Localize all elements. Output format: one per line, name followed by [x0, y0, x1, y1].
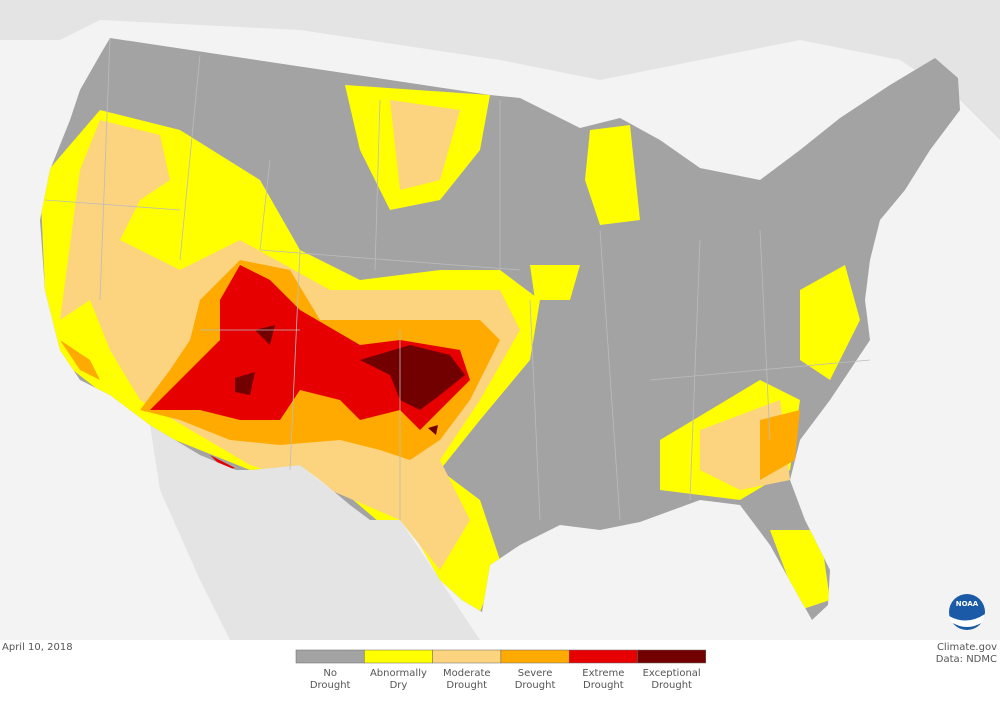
state-borders [44, 37, 871, 521]
legend-label: Extreme [582, 668, 624, 679]
legend-label: Exceptional [643, 668, 701, 679]
legend-swatch [568, 649, 638, 664]
legend-swatch [637, 649, 707, 664]
source-credit: Climate.gov [937, 642, 997, 653]
legend-label: Drought [583, 680, 624, 691]
mexico [150, 425, 480, 640]
data-credit: Data: NDMC [936, 654, 997, 665]
date: April 10, 2018 [2, 642, 73, 653]
legend-label: Drought [446, 680, 487, 691]
legend-swatch [295, 649, 365, 664]
noaa-logo-wave [949, 614, 985, 627]
legend-swatch [364, 649, 433, 664]
legend-label: Dry [390, 680, 408, 691]
legend-swatch [500, 649, 570, 664]
legend-label: Drought [310, 680, 351, 691]
legend-swatch [432, 649, 502, 664]
legend-label: Drought [651, 680, 692, 691]
canada [0, 0, 1000, 140]
legend-label: Moderate [443, 668, 491, 679]
drought-areas [40, 85, 860, 612]
legend-label: Abnormally [370, 668, 427, 679]
legend-label: Severe [518, 668, 553, 679]
exceptional-drought [235, 325, 465, 435]
extreme-drought [150, 265, 470, 470]
legend-label: No [323, 668, 337, 679]
noaa-logo-text: NOAA [956, 600, 979, 608]
legend-label: Drought [515, 680, 556, 691]
footer [0, 640, 1000, 704]
legend: NoDroughtAbnormallyDryModerateDroughtSev… [295, 649, 707, 691]
